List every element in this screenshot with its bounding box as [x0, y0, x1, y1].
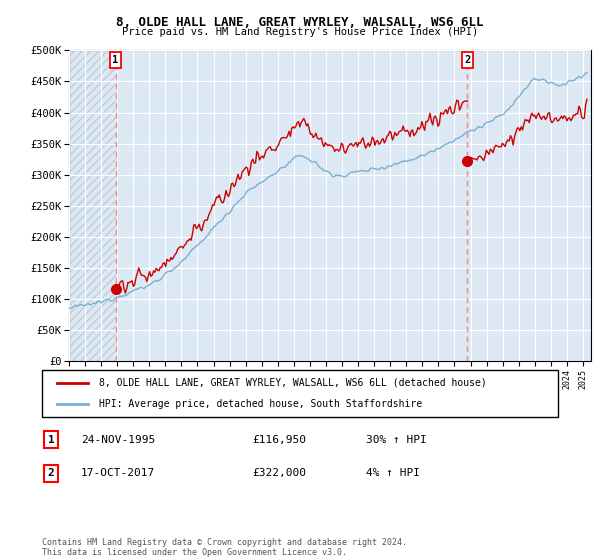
Bar	[69, 50, 116, 361]
Text: 8, OLDE HALL LANE, GREAT WYRLEY, WALSALL, WS6 6LL: 8, OLDE HALL LANE, GREAT WYRLEY, WALSALL…	[116, 16, 484, 29]
Text: 24-NOV-1995: 24-NOV-1995	[81, 435, 155, 445]
Text: 1: 1	[112, 55, 119, 65]
FancyBboxPatch shape	[42, 370, 558, 417]
Text: £322,000: £322,000	[252, 468, 306, 478]
Text: 4% ↑ HPI: 4% ↑ HPI	[366, 468, 420, 478]
Text: 1: 1	[47, 435, 55, 445]
Text: 8, OLDE HALL LANE, GREAT WYRLEY, WALSALL, WS6 6LL (detached house): 8, OLDE HALL LANE, GREAT WYRLEY, WALSALL…	[99, 378, 487, 388]
Text: Contains HM Land Registry data © Crown copyright and database right 2024.
This d: Contains HM Land Registry data © Crown c…	[42, 538, 407, 557]
Text: Price paid vs. HM Land Registry's House Price Index (HPI): Price paid vs. HM Land Registry's House …	[122, 27, 478, 37]
Text: 2: 2	[47, 468, 55, 478]
Text: HPI: Average price, detached house, South Staffordshire: HPI: Average price, detached house, Sout…	[99, 399, 422, 409]
Text: 2: 2	[464, 55, 470, 65]
Text: £116,950: £116,950	[252, 435, 306, 445]
Text: 30% ↑ HPI: 30% ↑ HPI	[366, 435, 427, 445]
Text: 17-OCT-2017: 17-OCT-2017	[81, 468, 155, 478]
